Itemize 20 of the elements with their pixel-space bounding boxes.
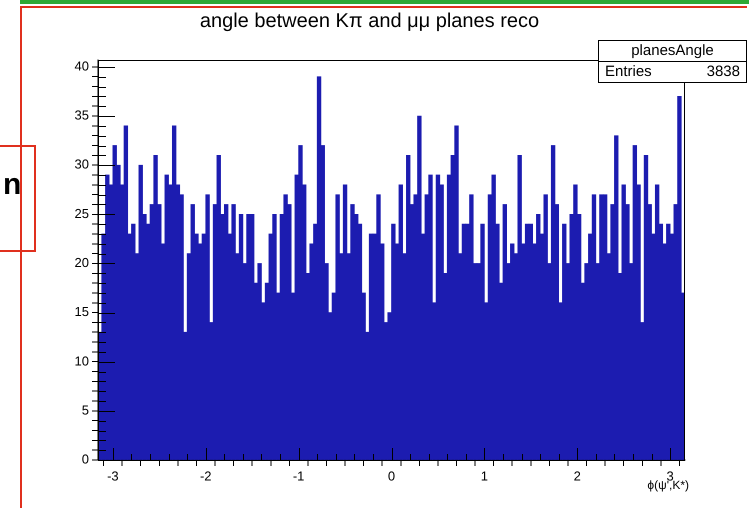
annotation: Entries	[605, 62, 652, 82]
y-tick-label: 0	[82, 452, 89, 467]
y-tick-label: 20	[74, 255, 89, 270]
x-tick-label: 0	[388, 468, 396, 484]
x-tick-label: -2	[200, 468, 212, 484]
y-tick-label: 40	[74, 58, 89, 74]
y-tick-label: 30	[74, 156, 89, 172]
x-tick-label: -1	[292, 468, 304, 484]
text: 3838	[706, 62, 740, 82]
y-tick-label: 15	[74, 304, 89, 320]
text: planesAngle	[599, 41, 746, 62]
y-tick-label: 35	[74, 108, 89, 123]
text: n	[3, 168, 22, 202]
chart-title: angle between Kπ and μμ planes reco	[198, 10, 540, 33]
y-tick-label: 5	[82, 402, 89, 418]
y-tick-label: 25	[74, 206, 89, 221]
x-tick-label: 1	[480, 468, 488, 484]
x-tick-label: -3	[107, 468, 119, 484]
y-tick-label: 10	[74, 353, 89, 368]
x-tick-label: 2	[574, 468, 581, 484]
